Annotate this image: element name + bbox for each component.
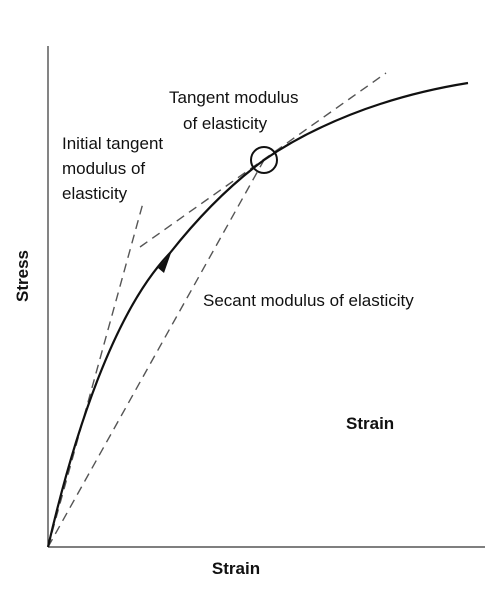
y-axis-label: Stress bbox=[13, 250, 32, 302]
x-axis-label: Strain bbox=[212, 559, 260, 578]
tangent-modulus-label-line1: Tangent modulus bbox=[169, 88, 298, 107]
tangent-point-circle bbox=[250, 146, 278, 174]
initial-tangent-label-line3: elasticity bbox=[62, 184, 128, 203]
secant-line bbox=[47, 159, 265, 548]
initial-tangent-label-line1: Initial tangent bbox=[62, 134, 163, 153]
initial-tangent-label-line2: modulus of bbox=[62, 159, 145, 178]
initial-tangent-line bbox=[47, 202, 144, 548]
secant-modulus-label: Secant modulus of elasticity bbox=[203, 291, 414, 310]
curve-arrowhead-icon bbox=[158, 253, 171, 273]
stress-strain-curve bbox=[46, 81, 469, 548]
tangent-modulus-label-line2: of elasticity bbox=[183, 114, 268, 133]
strain-inner-label: Strain bbox=[346, 414, 394, 433]
